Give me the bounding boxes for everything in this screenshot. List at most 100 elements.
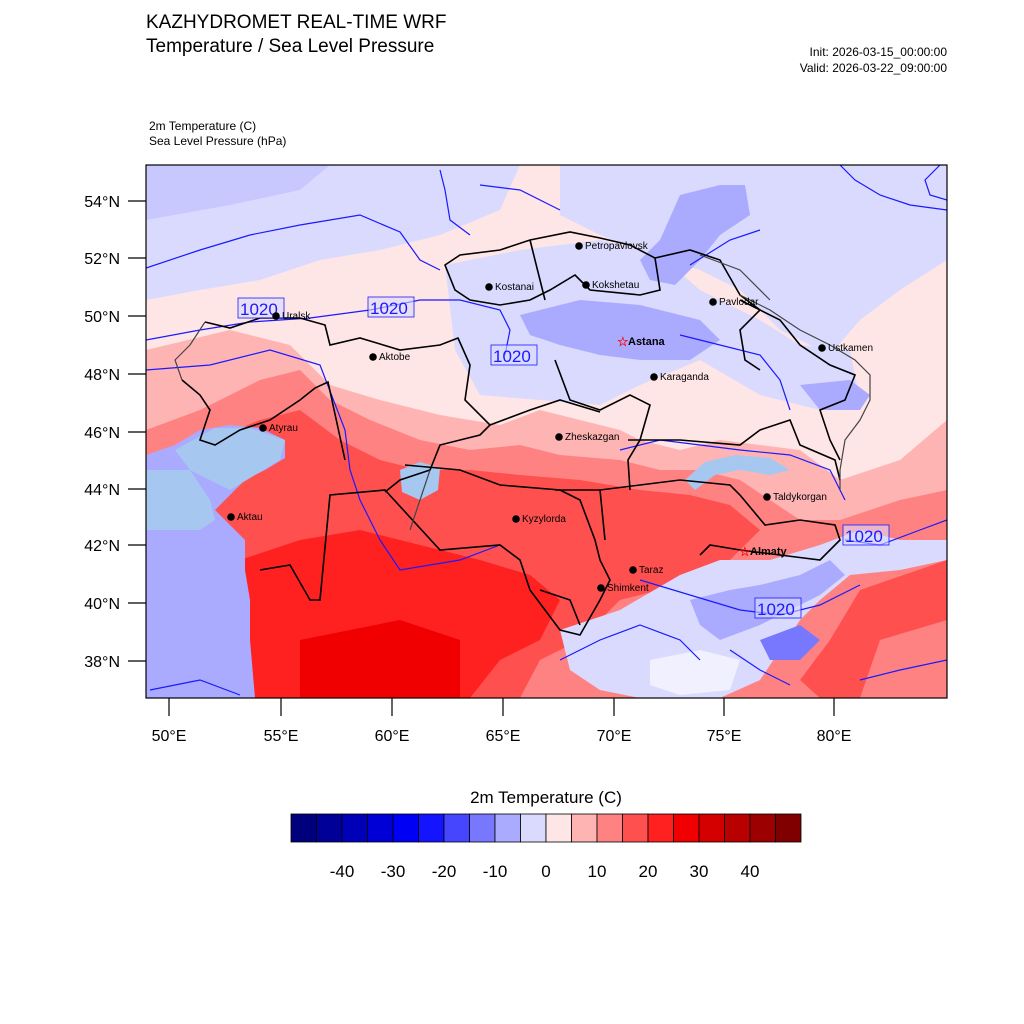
isobar-label: 1020 [757,600,795,619]
colorbar-swatch [596,813,623,843]
capital-star-icon: ☆ [739,544,751,559]
region-borders [181,231,857,636]
city-karaganda: Karaganda [650,372,709,383]
lat-label: 42°N [84,538,120,555]
city-almaty: ☆ Almaty [739,544,788,559]
colorbar-swatch [724,813,751,843]
svg-text:Almaty: Almaty [750,546,788,558]
isobar-label: 1020 [240,300,278,319]
colorbar-swatch [571,813,598,843]
colorbar-swatch [775,813,802,843]
svg-text:Kostanai: Kostanai [495,282,534,293]
field-label-temperature: 2m Temperature (C) [149,119,257,133]
colorbar-swatch [418,813,445,843]
temperature-field [146,165,947,698]
city-astana: ☆ Astana [617,334,666,349]
colorbar-tick-labels: -40 -30 -20 -10 0 10 20 30 40 [330,862,760,881]
city-petropavlovsk: Petropavlovsk [575,241,649,252]
colorbar-swatch [647,813,674,843]
lon-label: 50°E [152,728,187,745]
axis-ticks [128,200,835,716]
lon-label: 80°E [817,728,852,745]
lat-label: 38°N [84,654,120,671]
colorbar-label: 10 [588,862,607,881]
colorbar-swatch [341,813,368,843]
isobar-label: 1020 [370,299,408,318]
map-subtitle: Temperature / Sea Level Pressure [146,36,435,57]
city-kyzylorda: Kyzylorda [512,514,566,525]
lat-label: 40°N [84,596,120,613]
country-borders [174,254,871,531]
svg-text:Zheskazgan: Zheskazgan [565,432,619,443]
colorbar-swatch [698,813,725,843]
colorbar-label: -30 [381,862,406,881]
svg-text:Karaganda: Karaganda [660,372,709,383]
svg-text:Shimkent: Shimkent [607,583,649,594]
svg-text:Uralsk: Uralsk [282,311,311,322]
colorbar-label: 40 [741,862,760,881]
colorbar-label: -10 [483,862,508,881]
isobar-labels: 1020 1020 1020 1020 1020 [237,296,890,619]
city-kostanai: Kostanai [485,282,534,293]
map-title: KAZHYDROMET REAL-TIME WRF [146,12,447,33]
lat-label: 52°N [84,251,120,268]
lat-label: 50°N [84,309,120,326]
svg-text:Petropavlovsk: Petropavlovsk [585,241,649,252]
lon-label: 55°E [264,728,299,745]
colorbar-swatch [622,813,649,843]
city-uralsk: Uralsk [272,311,311,322]
city-atyrau: Atyrau [259,423,298,434]
svg-text:Kyzylorda: Kyzylorda [522,514,566,525]
city-kokshetau: Kokshetau [582,280,639,291]
colorbar-label: -40 [330,862,355,881]
colorbar-swatch [290,813,317,843]
isobar-label: 1020 [493,347,531,366]
lon-label: 75°E [707,728,742,745]
city-aktobe: Aktobe [369,352,411,363]
city-taldykorgan: Taldykorgan [763,492,827,503]
lon-label: 70°E [597,728,632,745]
colorbar-swatch [494,813,521,843]
init-time: Init: 2026-03-15_00:00:00 [809,45,947,59]
colorbar-swatch [673,813,700,843]
valid-time: Valid: 2026-03-22_09:00:00 [799,61,947,75]
capital-star-icon: ☆ [617,334,629,349]
city-zheskazgan: Zheskazgan [555,432,619,443]
svg-text:Aktobe: Aktobe [379,352,411,363]
svg-text:Ustkamen: Ustkamen [828,343,873,354]
lat-label: 44°N [84,482,120,499]
svg-text:Aktau: Aktau [237,512,263,523]
svg-text:Taldykorgan: Taldykorgan [773,492,827,503]
colorbar-swatch [367,813,394,843]
city-taraz: Taraz [629,565,663,576]
lon-tick-labels: 50°E 55°E 60°E 65°E 70°E 75°E 80°E [152,728,852,745]
lon-label: 60°E [375,728,410,745]
svg-text:Atyrau: Atyrau [269,423,298,434]
colorbar-label: 30 [690,862,709,881]
field-label-pressure: Sea Level Pressure (hPa) [149,134,287,148]
svg-text:Astana: Astana [628,336,666,348]
colorbar-swatch [749,813,776,843]
colorbar-swatch [392,813,419,843]
colorbar-label: -20 [432,862,457,881]
colorbar-label: 20 [639,862,658,881]
city-shimkent: Shimkent [597,583,649,594]
city-aktau: Aktau [227,512,263,523]
colorbar-swatch [520,813,547,843]
colorbar-label: 0 [541,862,550,881]
city-pavlodar: Pavlodar [709,297,759,308]
colorbar [290,813,802,843]
city-markers: Petropavlovsk Kostanai Kokshetau Pavloda… [227,241,873,594]
colorbar-swatch [443,813,470,843]
colorbar-swatch [545,813,572,843]
lat-label: 48°N [84,367,120,384]
svg-text:Taraz: Taraz [639,565,663,576]
isobar-label: 1020 [845,527,883,546]
colorbar-title: 2m Temperature (C) [470,788,622,807]
city-ustkamen: Ustkamen [818,343,873,354]
lat-label: 54°N [84,194,120,211]
colorbar-swatch [316,813,343,843]
svg-text:Kokshetau: Kokshetau [592,280,639,291]
svg-text:Pavlodar: Pavlodar [719,297,759,308]
